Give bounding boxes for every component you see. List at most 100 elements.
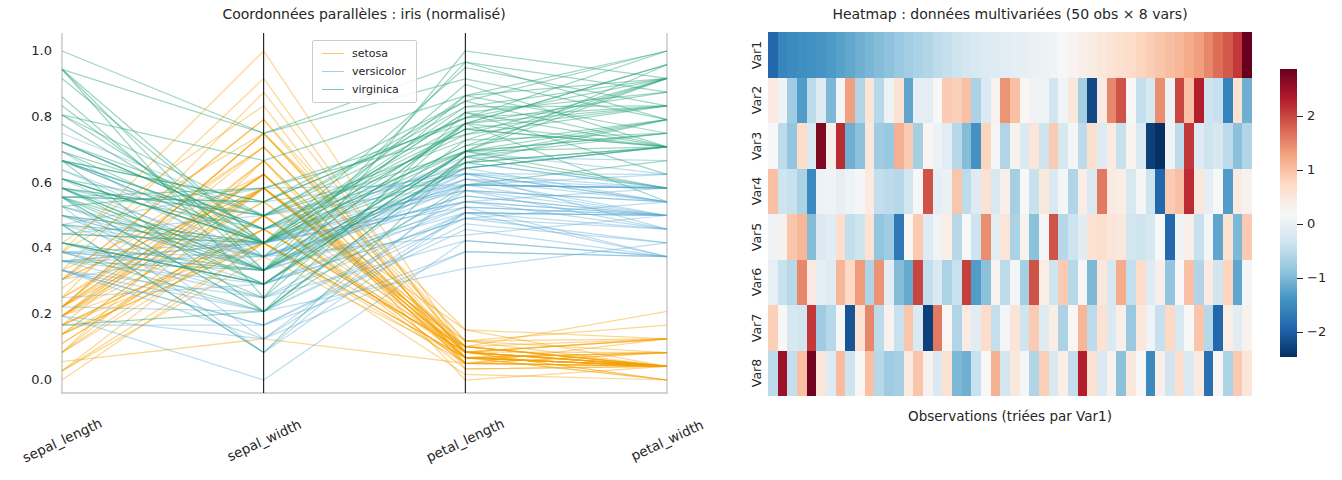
heatmap-cell [1020,32,1030,78]
row-label-var2: Var2 [749,86,764,114]
heatmap-cell [1223,32,1233,78]
heatmap-cell [1078,169,1088,215]
heatmap-cell [894,169,904,215]
heatmap-cell [1155,123,1165,169]
heatmap-cell [778,123,788,169]
heatmap-cell [778,214,788,260]
heatmap-cell [1058,169,1068,215]
heatmap-cell [952,169,962,215]
heatmap-cell [778,32,788,78]
heatmap-cell [1184,260,1194,306]
heatmap-cell [913,214,923,260]
heatmap-cell [874,351,884,397]
heatmap-cell [884,169,894,215]
heatmap-cell [1049,214,1059,260]
heatmap-cell [1078,214,1088,260]
heatmap-cell [1233,260,1243,306]
heatmap-cell [1233,78,1243,124]
heatmap-cell [1020,351,1030,397]
heatmap-cell [933,305,943,351]
heatmap-cell [845,351,855,397]
heatmap-cell [1165,214,1175,260]
heatmap-cell [797,78,807,124]
heatmap-cell [807,260,817,306]
heatmap-cell [874,214,884,260]
heatmap-cell [1194,214,1204,260]
heatmap-cell [1175,32,1185,78]
heatmap-cell [855,123,865,169]
heatmap-cell [923,169,933,215]
legend-label: versicolor [352,65,406,78]
heatmap-cell [797,214,807,260]
heatmap-cell [1175,169,1185,215]
heatmap-cell [1165,169,1175,215]
heatmap-cell [1068,169,1078,215]
heatmap-cell [1194,305,1204,351]
heatmap-cell [1116,214,1126,260]
heatmap-cell [1029,351,1039,397]
heatmap-cell [1078,78,1088,124]
heatmap-cell [1107,351,1117,397]
heatmap-cell [1097,305,1107,351]
heatmap-cell [991,78,1001,124]
heatmap-cell [865,78,875,124]
heatmap-cell [1165,123,1175,169]
heatmap-cell [1078,260,1088,306]
heatmap-cell [816,214,826,260]
heatmap-cell [904,214,914,260]
heatmap-cell [981,260,991,306]
heatmap-cell [826,78,836,124]
heatmap-cell [894,78,904,124]
heatmap-cell [1184,32,1194,78]
heatmap-cell [981,305,991,351]
heatmap-cell [1020,78,1030,124]
heatmap-cell [952,214,962,260]
heatmap-cell [768,260,778,306]
heatmap-cell [1049,260,1059,306]
heatmap-cell [1136,214,1146,260]
heatmap-cell [904,351,914,397]
heatmap-cell [904,260,914,306]
heatmap-cell [913,169,923,215]
heatmap-cell [942,32,952,78]
heatmap-cell [1058,214,1068,260]
heatmap-cell [816,305,826,351]
heatmap-cell [1087,351,1097,397]
colorbar-tick-label: −2 [1307,325,1326,339]
heatmap-cell [1068,351,1078,397]
heatmap-cell [836,214,846,260]
heatmap-cell [1000,32,1010,78]
heatmap-cell [807,169,817,215]
heatmap-cell [1165,32,1175,78]
heatmap-cell [1010,351,1020,397]
heatmap-cell [1087,169,1097,215]
heatmap-cell [1204,123,1214,169]
heatmap-cell [768,305,778,351]
heatmap-cell [1204,305,1214,351]
heatmap-cell [1029,305,1039,351]
heatmap-cell [1126,260,1136,306]
heatmap-cell [836,78,846,124]
colorbar-tick-mark [1297,332,1303,333]
heatmap-cell [845,169,855,215]
heatmap-cell [1126,214,1136,260]
heatmap-cell [1175,78,1185,124]
heatmap-cell [962,214,972,260]
heatmap-cell [1213,78,1223,124]
heatmap-cell [1165,305,1175,351]
heatmap-cell [1136,123,1146,169]
heatmap-cell [1213,169,1223,215]
heatmap-cell [797,260,807,306]
heatmap-cell [1039,351,1049,397]
heatmap-cell [1020,169,1030,215]
heatmap-cell [787,123,797,169]
heatmap-cell [1107,260,1117,306]
heatmap-cell [778,305,788,351]
y-tick-label: 0.8 [2,109,52,125]
heatmap-cell [1116,351,1126,397]
heatmap-cell [1223,260,1233,306]
heatmap-cell [913,305,923,351]
row-label-var3: Var3 [749,132,764,160]
heatmap-cell [884,351,894,397]
heatmap-cell [1058,32,1068,78]
